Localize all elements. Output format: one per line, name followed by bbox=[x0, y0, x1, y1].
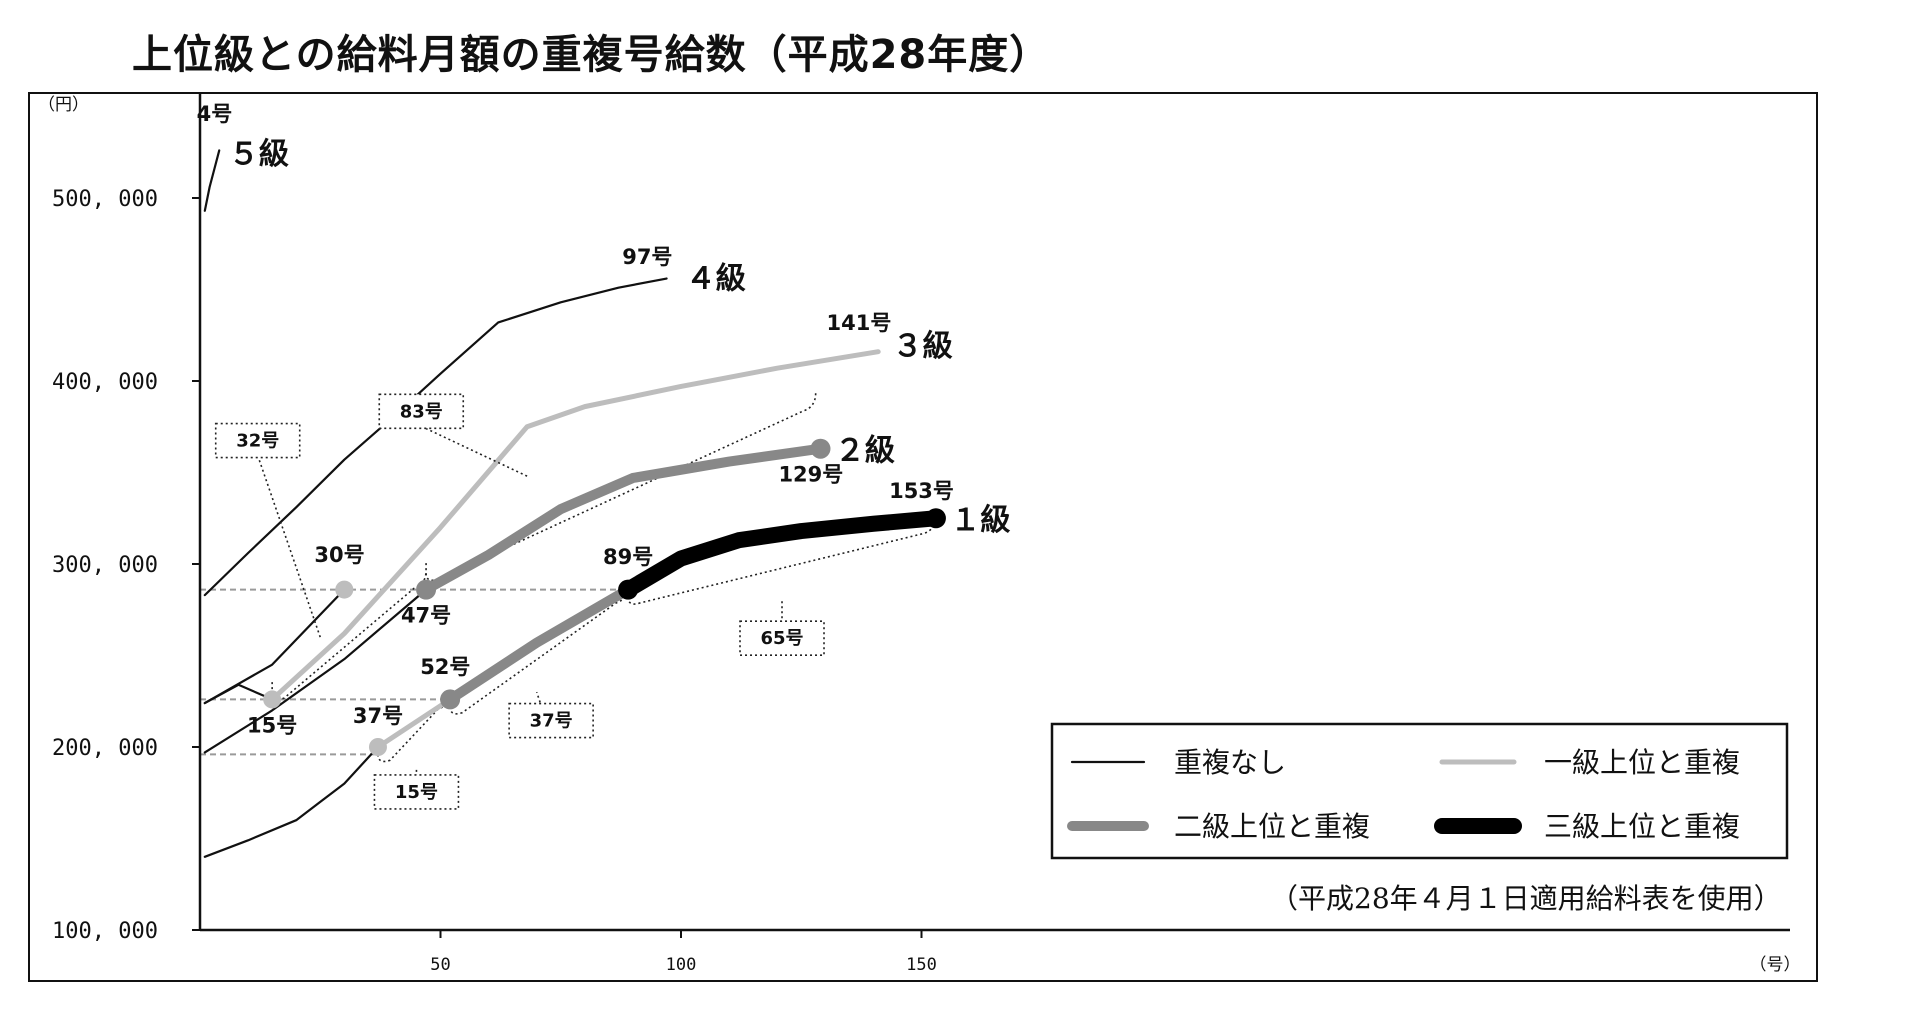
grade-label: １級 bbox=[950, 503, 1010, 538]
x-axis-unit: （号） bbox=[1750, 955, 1801, 975]
series-segment-one_grade bbox=[269, 349, 881, 702]
overlap-bracket bbox=[627, 515, 937, 605]
grade-label: ４級 bbox=[686, 262, 746, 297]
series-segment-no_overlap bbox=[203, 745, 380, 858]
annotation-label: 32号 bbox=[236, 431, 279, 452]
series-segment-two_grade bbox=[421, 443, 826, 595]
grade-label: ３級 bbox=[893, 329, 953, 364]
y-axis-unit: （円） bbox=[38, 95, 89, 115]
point-label: 47号 bbox=[401, 604, 451, 628]
segment-marker bbox=[925, 508, 946, 529]
legend-label: 二級上位と重複 bbox=[1174, 810, 1370, 843]
x-tick-label: 150 bbox=[906, 955, 937, 975]
axes: （円） （号） 100, 000 200, 000 300, 000 400, 000 50… bbox=[38, 94, 1801, 975]
series-segment-no_overlap bbox=[203, 588, 346, 705]
y-tick-label: 500, 000 bbox=[52, 187, 158, 212]
annotation-pointer bbox=[256, 455, 322, 638]
x-tick-label: 100 bbox=[666, 955, 697, 975]
chart-frame: （円） （号） 100, 000 200, 000 300, 000 400, 000 50… bbox=[28, 92, 1818, 982]
y-tick-label: 100, 000 bbox=[52, 919, 158, 944]
footnote: （平成28年４月１日適用給料表を使用） bbox=[1270, 882, 1782, 915]
point-label: 89号 bbox=[603, 545, 653, 569]
annotation-box bbox=[739, 620, 825, 657]
series-lines bbox=[203, 149, 944, 858]
y-tick-label: 400, 000 bbox=[52, 370, 158, 395]
chart-plot: （円） （号） 100, 000 200, 000 300, 000 400, 000 50… bbox=[38, 94, 1801, 975]
point-label: 4号 bbox=[197, 102, 233, 126]
grade-label: ５級 bbox=[229, 137, 289, 172]
series-segment-no_overlap bbox=[203, 149, 221, 212]
chart-labels: ５級 ４級 ３級 ２級 １級 4号 97号 141号 129号 153号 30号 47号 89号 15号 5… bbox=[197, 102, 1011, 737]
annotation-label: 37号 bbox=[530, 711, 573, 732]
point-label: 97号 bbox=[622, 245, 672, 269]
point-label: 15号 bbox=[247, 713, 297, 737]
segment-marker bbox=[810, 438, 831, 459]
legend-label: 三級上位と重複 bbox=[1544, 810, 1740, 843]
overlap-bracket bbox=[271, 570, 427, 701]
grade-label: ２級 bbox=[835, 434, 895, 469]
x-tick-label: 50 bbox=[430, 955, 450, 975]
point-label: 141号 bbox=[827, 311, 892, 335]
segment-markers bbox=[263, 438, 946, 756]
point-label: 37号 bbox=[353, 704, 403, 728]
y-tick-label: 200, 000 bbox=[52, 736, 158, 761]
segment-marker bbox=[416, 579, 437, 600]
segment-marker bbox=[368, 738, 387, 756]
series-segment-no_overlap bbox=[203, 588, 428, 754]
segment-marker bbox=[263, 690, 282, 709]
series-segment-one_grade bbox=[375, 696, 453, 750]
annotation-box bbox=[508, 702, 594, 739]
annotation-box bbox=[378, 393, 465, 430]
point-label: 129号 bbox=[778, 463, 843, 487]
y-tick-label: 300, 000 bbox=[52, 553, 158, 578]
segment-marker bbox=[335, 580, 354, 599]
annotation-label: 83号 bbox=[400, 401, 443, 422]
annotation-pointer bbox=[420, 425, 528, 477]
overlap-annotations: 83号 32号 65号 37号 15号 bbox=[214, 393, 825, 810]
point-label: 52号 bbox=[420, 655, 470, 679]
reference-lines bbox=[200, 588, 629, 756]
annotation-label: 65号 bbox=[760, 628, 803, 649]
legend-label: 重複なし bbox=[1174, 746, 1286, 779]
point-label: 30号 bbox=[314, 543, 364, 567]
annotation-box bbox=[373, 774, 460, 810]
legend-label: 一級上位と重複 bbox=[1544, 746, 1740, 779]
series-segment-three_grade bbox=[620, 510, 944, 598]
segment-marker bbox=[440, 689, 461, 710]
chart-title: 上位級との給料月額の重複号給数（平成28年度） bbox=[132, 32, 1051, 78]
annotation-box bbox=[214, 422, 301, 459]
legend-box bbox=[1050, 722, 1789, 860]
series-segment-two_grade bbox=[445, 584, 634, 705]
annotation-label: 15号 bbox=[395, 782, 438, 803]
point-label: 153号 bbox=[889, 479, 954, 503]
segment-marker bbox=[618, 579, 639, 600]
